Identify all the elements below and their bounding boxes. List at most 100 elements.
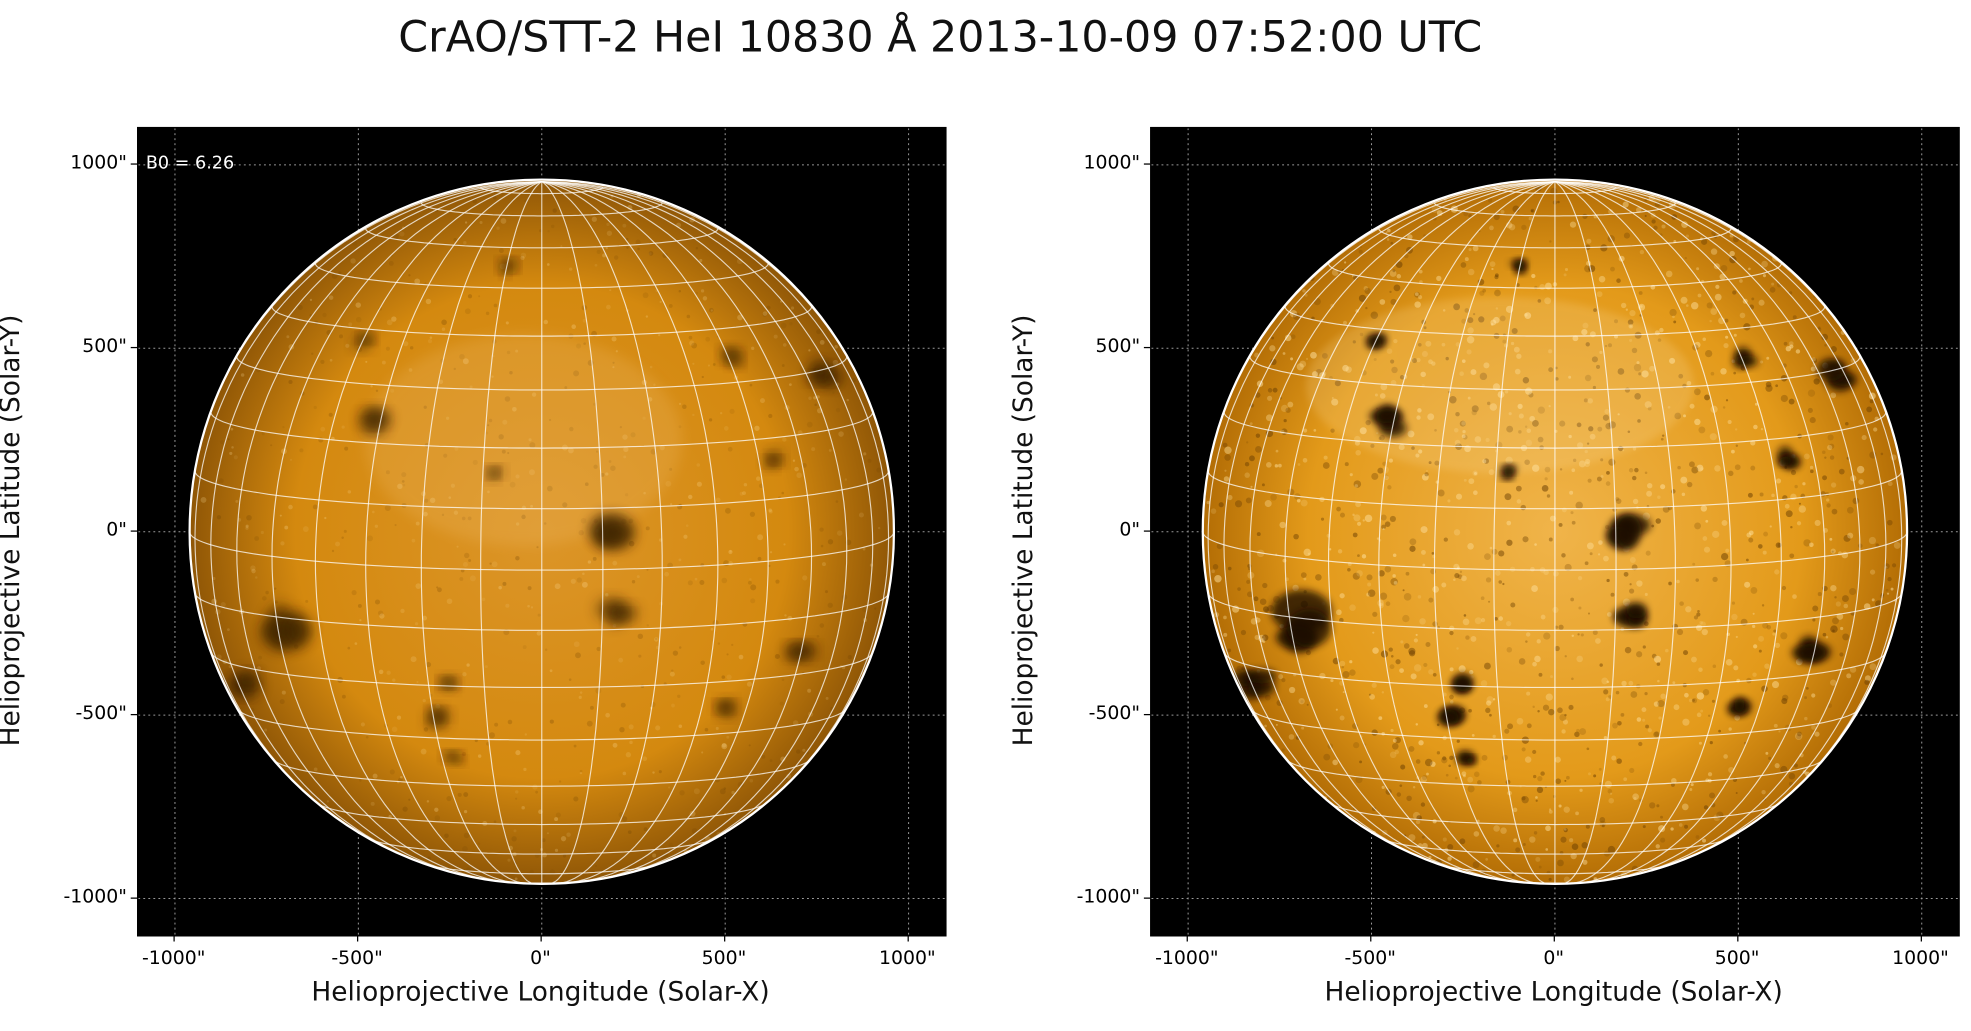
grid-line [1554,181,1782,883]
grid-line [1223,181,1555,870]
y-tick-mark [1143,163,1151,165]
dark-filament [1287,609,1332,648]
dark-filament [429,710,443,726]
x-tick-left-0: -1000" [141,946,206,970]
y-tick-right-3: -500" [1088,701,1141,724]
grid-line [1250,708,1860,741]
dark-filament [1514,259,1525,271]
grid-line [1286,759,1824,787]
grid-line [317,802,767,826]
grid-line [480,181,543,885]
solar-disk-image-left: B0 = 6.26 [137,126,947,937]
y-tick-right-0: 1000" [1083,151,1141,174]
grid-line [365,181,542,884]
b0-annotation: B0 = 6.26 [145,153,235,174]
grid-line [541,181,848,877]
y-tick-mark [1143,530,1151,532]
grid-line [1554,181,1676,884]
grid-line [1554,181,1732,884]
x-tick-left-3: 500" [701,946,747,970]
grid-line [541,181,813,882]
grid-line [1284,306,1826,337]
grid-line [1493,186,1617,195]
y-tick-left-3: -500" [75,701,127,724]
grid-line [1378,181,1556,884]
grid-line [1554,181,1887,870]
grid-line [211,653,873,689]
grid-line [541,181,874,870]
y-tick-right-1: 500" [1095,334,1141,358]
dark-filament [1503,465,1515,477]
grid-line [236,181,542,877]
dark-filament [1437,709,1460,725]
dark-filament [1791,644,1826,661]
grid-line [365,228,719,249]
y-tick-mark [130,713,138,716]
x-tick-right-0: -1000" [1155,946,1219,970]
solar-disk-svg-right [1151,128,1959,936]
x-tick-left-2: 0" [530,946,551,970]
x-tick-mark [907,935,909,942]
dark-filament [450,757,464,766]
grid-line [1433,181,1556,884]
grid-line [1327,181,1556,883]
dark-filament [1626,602,1647,619]
dark-filament [1779,456,1793,465]
dark-filament [1615,514,1642,549]
y-axis-label-left: Helioprojective Latitude (Solar-Y) [0,314,26,747]
grid-line [194,181,542,827]
grid-line [1207,593,1903,631]
grid-line [1224,653,1886,689]
grid-line [1554,181,1861,877]
grid-line [237,708,847,741]
y-tick-mark [130,897,138,899]
grid-line [210,181,542,870]
x-tick-mark [357,935,359,942]
grid-line [1554,181,1617,885]
x-tick-mark [1737,935,1739,942]
grid-line [210,411,874,449]
dark-filament [488,466,504,477]
y-tick-right-4: -1000" [1076,884,1141,908]
grid-line [314,181,542,883]
grid-line [541,181,769,883]
x-tick-right-4: 1000" [1892,946,1949,970]
dark-filament [1375,409,1400,424]
y-tick-mark [130,163,138,165]
grid-line [420,181,542,884]
grid-line [194,470,890,510]
grid-line [314,263,769,289]
x-tick-right-3: 500" [1714,946,1760,970]
dark-filament [239,671,258,686]
x-tick-mark [173,935,175,942]
grid-line [1207,181,1555,827]
dark-filament [729,356,742,368]
dark-filament [283,612,310,649]
y-tick-mark [1143,897,1151,899]
grid-line [420,202,663,217]
figure-title: CrAO/STT-2 HeI 10830 Å 2013-10-09 07:52:… [398,12,1483,63]
solar-limb [1201,178,1909,885]
y-axis-label-right: Helioprojective Latitude (Solar-Y) [1008,314,1039,747]
y-tick-left-0: 1000" [70,151,127,174]
grid-line [541,181,719,884]
grid-line [1249,356,1861,391]
dark-filament [1465,757,1475,765]
y-tick-mark [1143,713,1151,716]
dark-filament [764,457,782,466]
grid-line [1554,181,1826,882]
x-tick-right-1: -500" [1344,946,1396,970]
y-tick-mark [130,530,138,532]
y-tick-left-1: 500" [82,334,127,358]
grid-line [1223,411,1887,449]
grid-line [236,356,848,391]
y-tick-left-4: -1000" [63,884,127,908]
grid-line [1554,181,1903,827]
grid-line [1382,838,1728,855]
y-tick-left-2: 0" [106,517,127,541]
solar-disk-image-right [1150,126,1960,937]
solar-limb [188,178,896,885]
grid-line [271,306,813,337]
grid-line [1284,181,1555,882]
